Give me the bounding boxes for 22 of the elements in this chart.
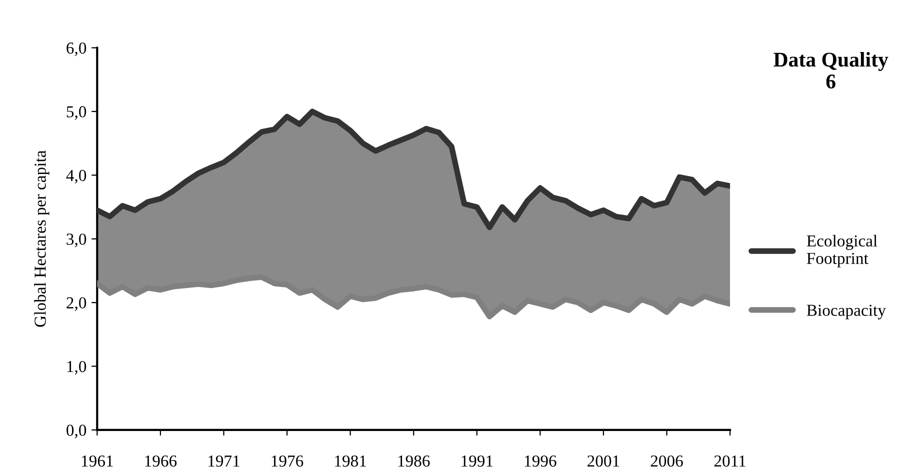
x-tick-label: 1966 (145, 455, 177, 467)
y-tick-label: 3,0 (66, 234, 86, 248)
x-tick-label: 2001 (588, 455, 620, 467)
y-tick-label: 5,0 (66, 106, 86, 120)
x-tick-label: 1961 (82, 455, 113, 467)
legend-label: Biocapacity (806, 304, 886, 320)
y-tick-label: 2,0 (66, 297, 86, 311)
x-tick-label: 1986 (398, 455, 430, 467)
x-tick-label: 2011 (714, 455, 746, 467)
y-tick-label: 4,0 (66, 170, 86, 184)
x-tick-label: 1976 (272, 455, 304, 467)
x-tick-label: 1981 (335, 455, 366, 467)
x-tick-label: 1991 (462, 455, 493, 467)
text: Data Quality 6 (774, 52, 888, 89)
x-tick-label: 1971 (208, 455, 240, 467)
legend-label: Ecological Footprint (806, 234, 878, 268)
y-axis-title: Global Hectares per capita (34, 150, 50, 327)
x-tick-label: 2006 (650, 455, 683, 467)
y-tick-label: 1,0 (67, 360, 86, 375)
x-tick-label: 1996 (524, 455, 556, 467)
y-tick-label: 0,0 (66, 424, 86, 438)
y-tick-label: 6,0 (66, 42, 86, 56)
